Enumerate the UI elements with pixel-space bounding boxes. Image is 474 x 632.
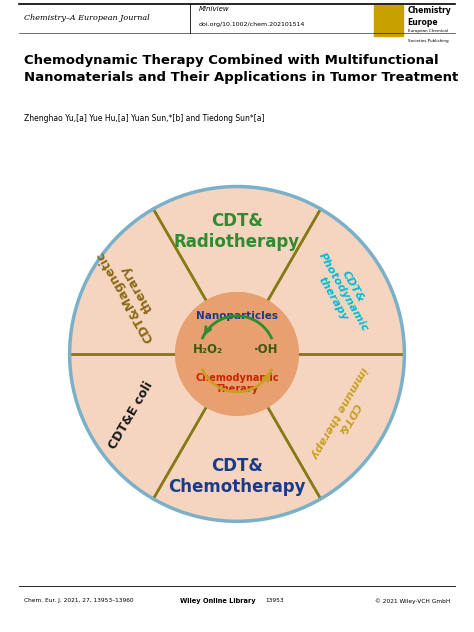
- Text: CDT&E coli: CDT&E coli: [106, 379, 155, 451]
- Text: Chem. Eur. J. 2021, 27, 13953–13960: Chem. Eur. J. 2021, 27, 13953–13960: [24, 599, 133, 603]
- Text: Nanoparticles: Nanoparticles: [196, 311, 278, 321]
- Text: H₂O₂: H₂O₂: [192, 343, 223, 356]
- Text: CDT&
immune therapy: CDT& immune therapy: [308, 365, 378, 465]
- FancyBboxPatch shape: [374, 5, 403, 35]
- Circle shape: [176, 293, 298, 415]
- Text: CDT&
Chemotherapy: CDT& Chemotherapy: [168, 457, 306, 495]
- Text: CDT&
Radiotherapy: CDT& Radiotherapy: [174, 212, 300, 251]
- Text: Societies Publishing: Societies Publishing: [408, 39, 448, 43]
- Text: Miniview: Miniview: [199, 6, 230, 13]
- Text: Chemodynamic Therapy Combined with Multifunctional
Nanomaterials and Their Appli: Chemodynamic Therapy Combined with Multi…: [24, 54, 458, 84]
- Text: CDT&Magnetic
therary: CDT&Magnetic therary: [93, 241, 169, 344]
- Text: Chemistry–A European Journal: Chemistry–A European Journal: [24, 14, 149, 22]
- Text: ·OH: ·OH: [254, 343, 279, 356]
- Circle shape: [70, 186, 404, 521]
- Circle shape: [176, 293, 298, 415]
- Text: Chemistry: Chemistry: [408, 6, 451, 15]
- Text: doi.org/10.1002/chem.202101514: doi.org/10.1002/chem.202101514: [199, 22, 305, 27]
- Text: 13953: 13953: [265, 599, 284, 603]
- Text: © 2021 Wiley-VCH GmbH: © 2021 Wiley-VCH GmbH: [375, 598, 450, 604]
- Text: Wiley Online Library: Wiley Online Library: [180, 598, 256, 604]
- Text: CDT&
Photodynamic
therapy: CDT& Photodynamic therapy: [306, 246, 380, 339]
- Text: Europe: Europe: [408, 18, 438, 27]
- Text: Zhenghao Yu,[a] Yue Hu,[a] Yuan Sun,*[b] and Tiedong Sun*[a]: Zhenghao Yu,[a] Yue Hu,[a] Yuan Sun,*[b]…: [24, 114, 264, 123]
- Text: European Chemical: European Chemical: [408, 30, 447, 33]
- Text: Chemodynamic
Therary: Chemodynamic Therary: [195, 372, 279, 394]
